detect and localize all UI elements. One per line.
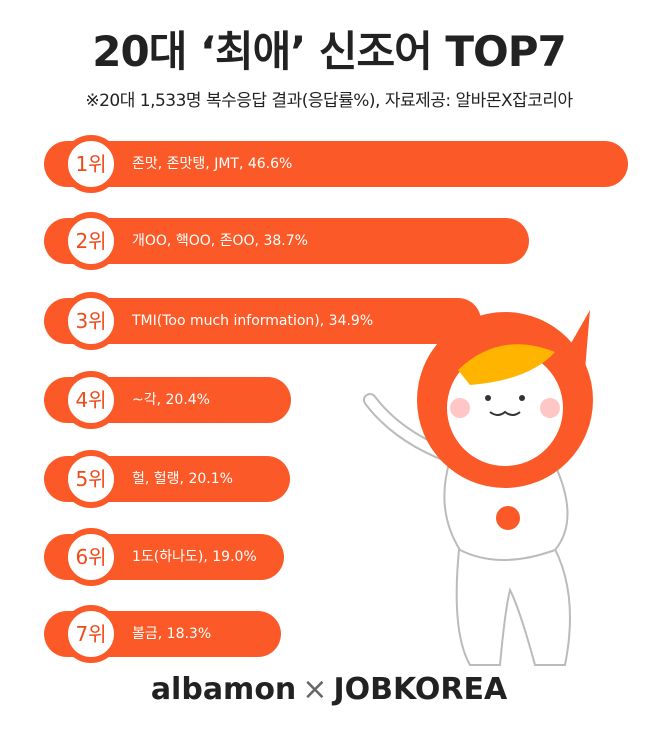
- albamon-logo: albamon: [150, 672, 297, 707]
- footer-logos: albamon × JOBKOREA: [0, 672, 658, 707]
- rank-badge: 3위: [62, 292, 120, 350]
- rank-badge: 4위: [62, 371, 120, 429]
- bar-label: TMI(Too much information), 34.9%: [132, 313, 374, 329]
- bar-label: 1도(하나도), 19.0%: [132, 549, 257, 565]
- rank-badge: 2위: [62, 212, 120, 270]
- logo-separator: ×: [302, 672, 328, 707]
- bar-label: ~각, 20.4%: [132, 392, 210, 408]
- rank-badge: 1위: [62, 135, 120, 193]
- rank-badge: 5위: [62, 450, 120, 508]
- subtitle: ※20대 1,533명 복수응답 결과(응답률%), 자료제공: 알바몬X잡코리…: [85, 91, 573, 111]
- bar-label: 개OO, 핵OO, 존OO, 38.7%: [132, 233, 308, 249]
- bar: [44, 141, 628, 187]
- page-title: 20대 ‘최애’ 신조어 TOP7: [92, 27, 566, 76]
- bar-label: 존맛, 존맛탱, JMT, 46.6%: [132, 156, 293, 172]
- mascot-illustration: [363, 310, 593, 666]
- rank-badge: 7위: [62, 605, 120, 663]
- bar: [44, 218, 529, 264]
- bar-label: 헐, 헐랭, 20.1%: [132, 471, 233, 487]
- bar-label: 볼금, 18.3%: [132, 626, 212, 642]
- rank-badge: 6위: [62, 528, 120, 586]
- jobkorea-logo: JOBKOREA: [333, 672, 508, 707]
